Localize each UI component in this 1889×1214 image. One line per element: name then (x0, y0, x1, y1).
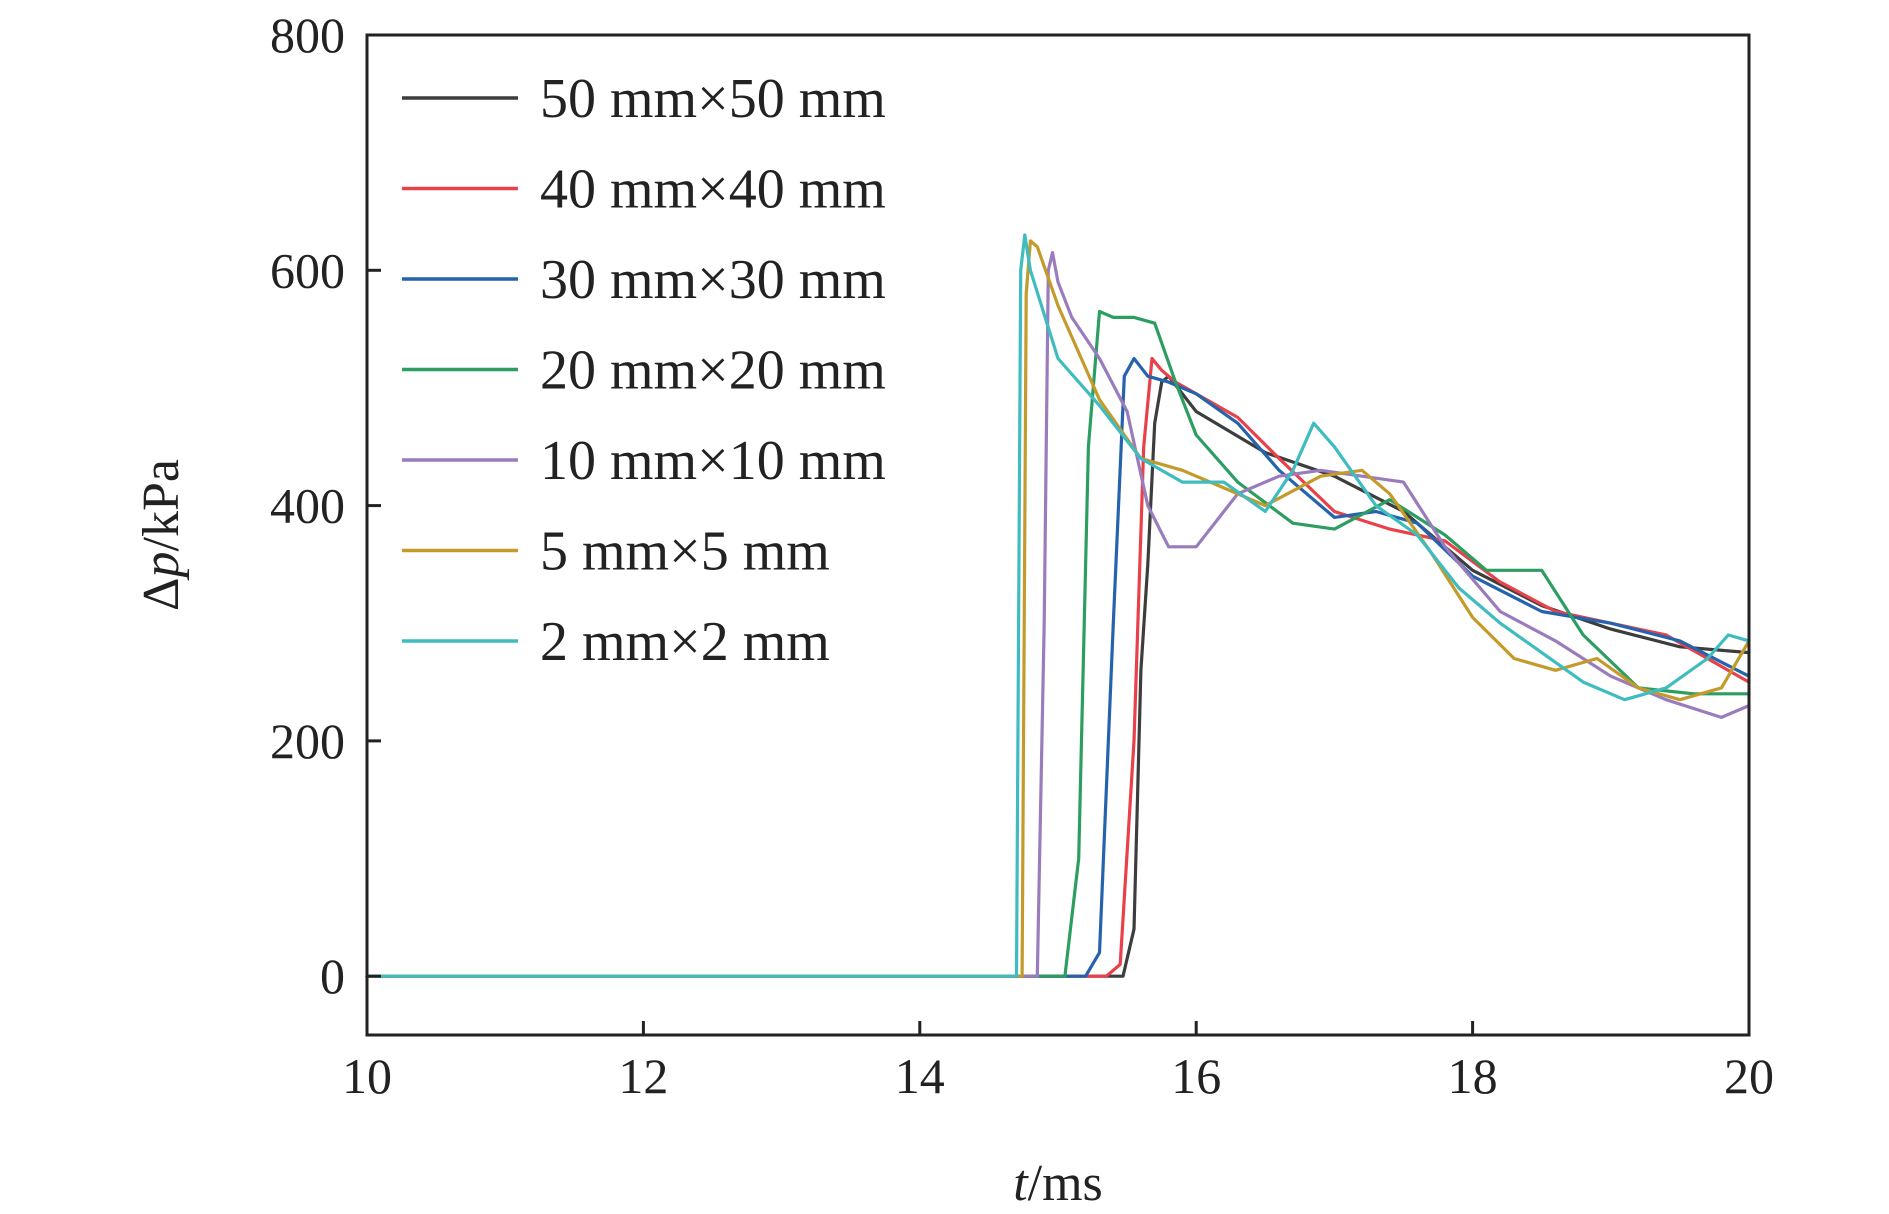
series-line (365, 356, 1751, 978)
series-line (365, 239, 1751, 978)
x-axis-unit: /ms (1028, 1155, 1103, 1212)
y-axis-prefix: Δ (133, 578, 190, 611)
legend-label: 10 mm×10 mm (540, 430, 886, 492)
y-tick-label: 600 (270, 242, 345, 298)
series-layer (365, 233, 1751, 978)
y-axis-title: Δp/kPa (133, 459, 190, 611)
legend-label: 40 mm×40 mm (540, 159, 886, 221)
legend-label: 20 mm×20 mm (540, 340, 886, 402)
x-tick-label: 16 (1171, 1048, 1221, 1104)
legend: 50 mm×50 mm 40 mm×40 mm 30 mm×30 mm 20 mm×2… (402, 68, 886, 673)
y-tick-label: 0 (320, 948, 345, 1004)
legend-label: 2 mm×2 mm (540, 611, 830, 673)
y-axis-ticks: 0 200 400 600 800 (270, 7, 381, 1004)
legend-label: 5 mm×5 mm (540, 521, 830, 583)
x-tick-label: 12 (618, 1048, 668, 1104)
x-axis-ticks: 10 12 14 16 18 20 (342, 1021, 1774, 1104)
legend-label: 50 mm×50 mm (540, 68, 886, 130)
legend-label: 30 mm×30 mm (540, 249, 886, 311)
series-line (365, 251, 1751, 978)
plot-frame (365, 33, 1751, 1037)
y-axis-unit: /kPa (133, 459, 190, 551)
x-axis-title: t/ms (1013, 1155, 1103, 1212)
y-tick-label: 200 (270, 713, 345, 769)
x-tick-label: 18 (1448, 1048, 1498, 1104)
series-line (365, 309, 1751, 978)
series-line (365, 233, 1751, 978)
x-axis-var: t (1013, 1155, 1029, 1212)
x-tick-label: 20 (1724, 1048, 1774, 1104)
y-tick-label: 400 (270, 478, 345, 534)
series-line (365, 356, 1751, 978)
y-axis-var: p (133, 552, 190, 582)
y-tick-label: 800 (270, 7, 345, 63)
x-tick-label: 10 (342, 1048, 392, 1104)
x-tick-label: 14 (895, 1048, 945, 1104)
